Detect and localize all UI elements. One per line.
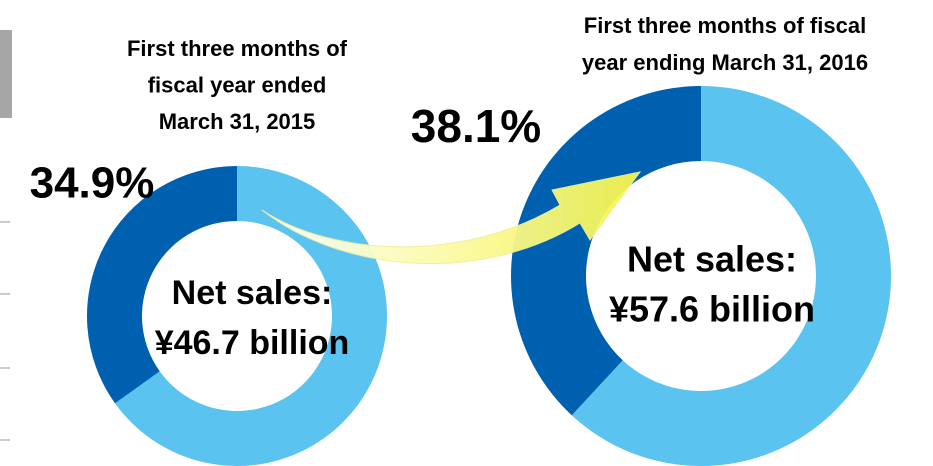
value-label: 34.9%: [30, 159, 155, 208]
center-annotation: Net sales:: [627, 239, 797, 280]
center-annotation: ¥46.7 billion: [155, 324, 350, 362]
chart-title: First three months of: [127, 36, 348, 61]
chart-title: First three months of fiscal: [584, 13, 866, 38]
center-annotation: Net sales:: [172, 274, 333, 312]
donut-segment: [510, 86, 701, 416]
chart-title: year ending March 31, 2016: [582, 50, 868, 75]
side-ticks: [0, 221, 10, 441]
growth-arrow: [261, 171, 642, 264]
chart-title: March 31, 2015: [159, 109, 316, 134]
value-label: 38.1%: [411, 100, 541, 152]
donut-segment: [571, 86, 891, 466]
side-tab: [0, 30, 12, 118]
chart-title: fiscal year ended: [148, 72, 327, 97]
center-annotation: ¥57.6 billion: [609, 289, 815, 330]
donut-segment: [86, 166, 237, 404]
